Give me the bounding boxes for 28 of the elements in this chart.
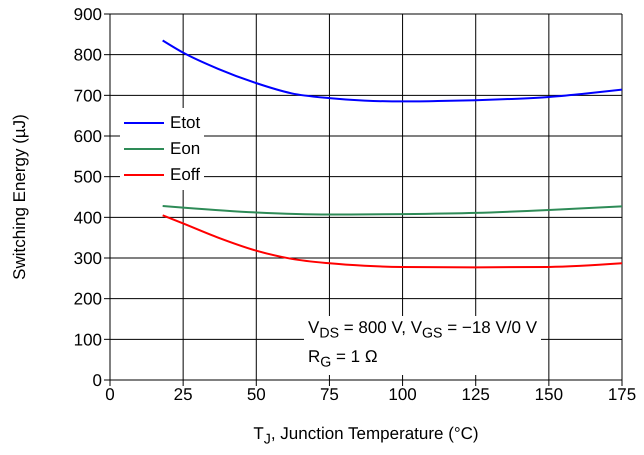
- legend-label: Etot: [170, 112, 200, 134]
- x-tick-label: 0: [105, 385, 115, 404]
- y-tick-label: 100: [74, 330, 102, 350]
- legend-label: Eoff: [170, 164, 200, 186]
- line-series: [162, 214, 622, 268]
- y-tick-label: 0: [92, 371, 102, 390]
- annotation: V$_{DS}$ = 800 V, V$_{GS}$ = −18 V/0 V: [308, 317, 538, 344]
- x-tick-label: 100: [388, 385, 417, 404]
- y-tick-label: 600: [74, 127, 102, 146]
- x-tick-label: 125: [462, 385, 490, 404]
- y-tick-label: 800: [74, 46, 102, 65]
- x-tick-label: 175: [608, 385, 636, 404]
- x-tick-label: 150: [534, 385, 564, 404]
- x-tick-label: 25: [174, 385, 193, 404]
- x-tick-label: 50: [246, 385, 266, 404]
- x-tick-label: 75: [320, 385, 339, 404]
- y-tick-label: 700: [74, 86, 102, 106]
- y-tick-label: 300: [74, 249, 102, 268]
- legend-label: Eon: [170, 138, 200, 160]
- y-axis-title: Switching Energy (µJ): [10, 114, 30, 280]
- line-series: [162, 39, 622, 102]
- y-tick-label: 900: [74, 5, 102, 24]
- annotation: R$_{G}$ = 1 Ω: [308, 346, 379, 373]
- line-series: [162, 204, 622, 216]
- y-tick-label: 200: [74, 290, 102, 309]
- y-tick-label: 500: [74, 168, 102, 187]
- x-axis-title: T$_{J}$, Junction Temperature (°C): [252, 424, 480, 448]
- y-tick-label: 400: [74, 208, 102, 228]
